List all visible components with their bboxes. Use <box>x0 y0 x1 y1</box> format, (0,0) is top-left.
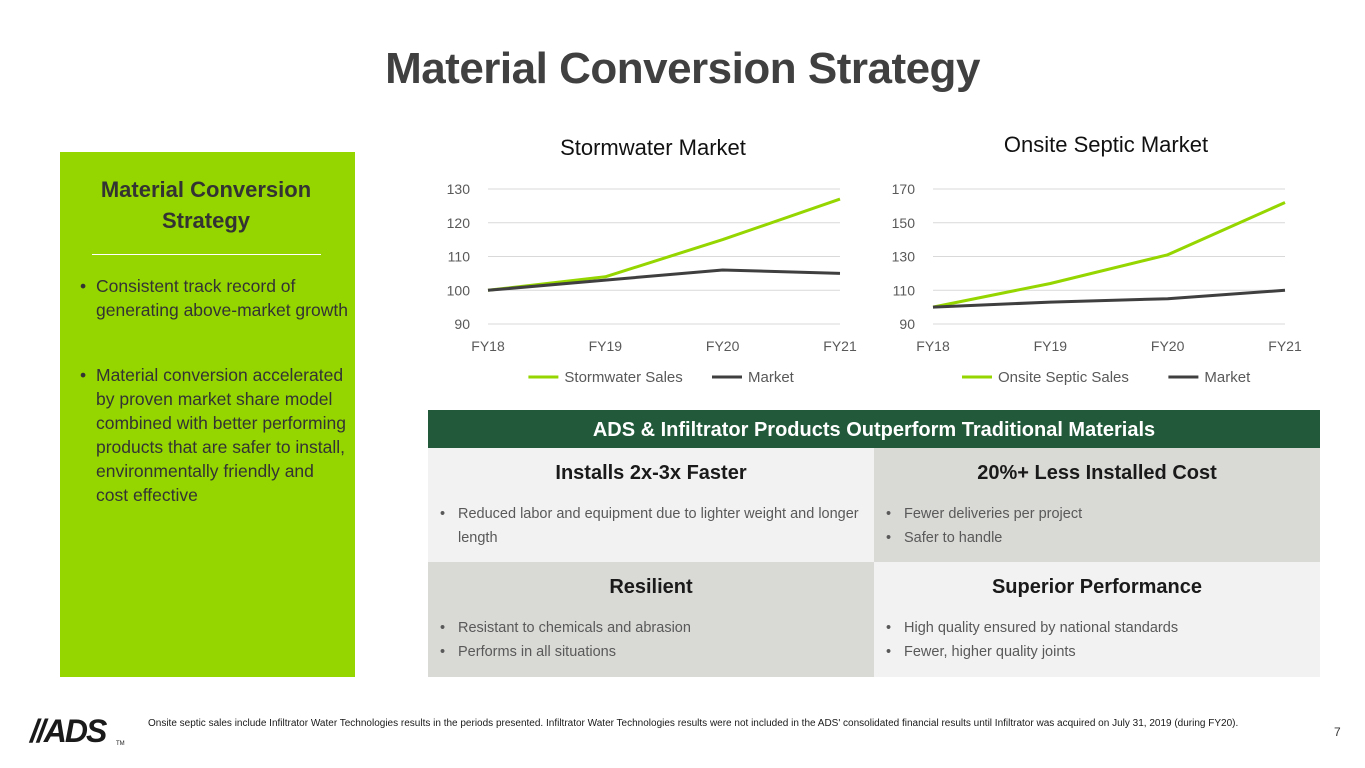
y-tick-label: 90 <box>454 316 470 332</box>
y-tick-label: 110 <box>448 249 471 265</box>
benefit-bullet: High quality ensured by national standar… <box>886 616 1306 640</box>
sidebar-title: Material Conversion Strategy <box>60 174 352 236</box>
x-tick-label: FY18 <box>916 338 950 354</box>
legend-label: Market <box>1204 369 1251 386</box>
benefit-bullet: Reduced labor and equipment due to light… <box>440 502 860 550</box>
benefit-title: Installs 2x-3x Faster <box>555 462 747 484</box>
y-tick-label: 150 <box>892 215 916 231</box>
benefit-cell-performance: Superior Performance High quality ensure… <box>874 562 1320 677</box>
y-tick-label: 130 <box>447 181 471 197</box>
y-tick-label: 100 <box>447 282 471 298</box>
series-line-market <box>932 288 1286 309</box>
benefit-bullets: Resistant to chemicals and abrasion Perf… <box>440 616 860 664</box>
y-tick-label: 110 <box>893 282 916 298</box>
benefit-bullet: Fewer deliveries per project <box>886 502 1306 526</box>
table-header: ADS & Infiltrator Products Outperform Tr… <box>428 410 1320 448</box>
sidebar-title-line1: Material Conversion <box>100 177 312 202</box>
benefit-bullet: Fewer, higher quality joints <box>886 640 1306 664</box>
legend-label: Onsite Septic Sales <box>998 369 1129 386</box>
sidebar-bullet-list: Consistent track record of generating ab… <box>80 274 348 548</box>
legend-label: Stormwater Sales <box>564 369 682 386</box>
logo-trademark: TM <box>116 741 125 747</box>
y-tick-label: 170 <box>892 181 916 197</box>
x-tick-label: FY18 <box>471 338 505 354</box>
stormwater-chart-title: Stormwater Market <box>560 135 746 160</box>
series-line-onsite-septic-sales <box>932 201 1286 309</box>
legend-label: Market <box>748 369 795 386</box>
sidebar-bullet: Material conversion accelerated by prove… <box>80 363 348 507</box>
benefit-bullets: Reduced labor and equipment due to light… <box>440 502 860 550</box>
sidebar-bullet: Consistent track record of generating ab… <box>80 274 348 322</box>
benefit-bullets: Fewer deliveries per project Safer to ha… <box>886 502 1306 550</box>
benefit-cell-cost: 20%+ Less Installed Cost Fewer deliverie… <box>874 448 1320 562</box>
sidebar-divider <box>92 254 321 255</box>
x-tick-label: FY20 <box>706 338 740 354</box>
y-tick-label: 90 <box>899 316 915 332</box>
stormwater-market-chart: 90 100 110 120 130 FY18 FY19 FY20 FY21 Stormwater… <box>447 181 857 386</box>
x-tick-label: FY21 <box>1268 338 1302 354</box>
series-line-market <box>487 268 841 292</box>
x-tick-label: FY19 <box>589 338 623 354</box>
x-tick-label: FY20 <box>1151 338 1185 354</box>
septic-chart-title: Onsite Septic Market <box>1003 132 1209 157</box>
strategy-sidebar: Material Conversion Strategy Consistent … <box>60 152 355 677</box>
benefit-bullet: Safer to handle <box>886 526 1306 550</box>
x-tick-label: FY21 <box>823 338 857 354</box>
series-line-stormwater-sales <box>487 197 841 292</box>
y-tick-label: 130 <box>892 249 916 265</box>
outperform-table: ADS & Infiltrator Products Outperform Tr… <box>428 410 1320 677</box>
benefit-title: Superior Performance <box>991 576 1203 598</box>
page-number: 7 <box>1334 725 1341 739</box>
benefit-title: 20%+ Less Installed Cost <box>977 462 1217 484</box>
benefit-cell-resilient: Resilient Resistant to chemicals and abr… <box>428 562 874 677</box>
y-tick-label: 120 <box>447 215 471 231</box>
onsite-septic-market-chart: 90 110 130 150 170 FY18 FY19 FY20 FY21 Onsite Sep… <box>892 181 1302 386</box>
sidebar-title-line2: Strategy <box>161 208 251 233</box>
page-title: Material Conversion Strategy <box>385 44 980 93</box>
benefit-bullet: Performs in all situations <box>440 640 860 664</box>
benefit-bullet: Resistant to chemicals and abrasion <box>440 616 860 640</box>
benefit-cell-installs: Installs 2x-3x Faster Reduced labor and … <box>428 448 874 562</box>
benefit-title: Resilient <box>609 576 693 598</box>
ads-logo: //ADS <box>30 713 107 749</box>
x-tick-label: FY19 <box>1034 338 1068 354</box>
footnote: Onsite septic sales include Infiltrator … <box>148 718 1239 729</box>
benefit-bullets: High quality ensured by national standar… <box>886 616 1306 664</box>
